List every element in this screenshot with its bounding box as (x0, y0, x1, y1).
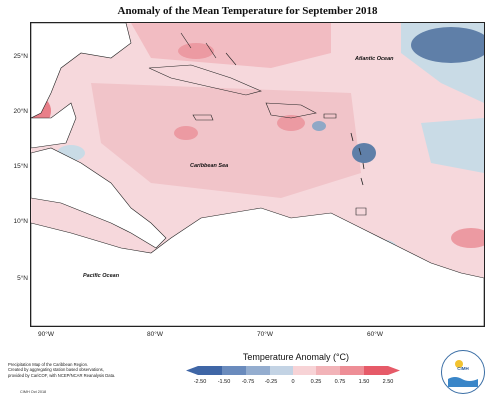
lon-label-80w: 80°W (147, 331, 163, 338)
cool-anomaly-east (421, 118, 484, 173)
label-atlantic-ocean: Atlantic Ocean (355, 56, 394, 62)
land-bahamas (180, 32, 237, 66)
land-yucatan (31, 102, 77, 149)
legend-tick: 0.75 (334, 379, 346, 385)
legend-tick: -0.75 (241, 379, 255, 385)
land-south-america (31, 207, 484, 326)
lat-label-25n: 25°N (13, 53, 28, 60)
land-puerto-rico (323, 113, 337, 119)
footer-line: Precipitation Map of the Caribbean Regio… (8, 362, 89, 367)
lat-label-10n: 10°N (13, 218, 28, 225)
lat-label-5n: 5°N (17, 275, 28, 282)
land-jamaica (192, 114, 214, 121)
cool-anomaly-lesser-antilles (352, 143, 376, 163)
legend-tick: -1.50 (217, 379, 231, 385)
land-central-america (31, 147, 167, 249)
label-caribbean-sea: Caribbean Sea (190, 163, 229, 169)
legend-arrow-right (388, 366, 400, 375)
legend-tick: -0.25 (264, 379, 278, 385)
logo-text: CIMH (457, 366, 469, 371)
land-cuba (148, 64, 262, 96)
legend-arrow-left (186, 366, 198, 375)
land-trinidad (355, 207, 367, 216)
land-hispaniola (265, 102, 317, 119)
footer-credits: Precipitation Map of the Caribbean Regio… (8, 362, 178, 378)
land-lesser-antilles (350, 132, 365, 186)
lon-label-90w: 90°W (38, 331, 54, 338)
legend-title: Temperature Anomaly (°C) (242, 352, 350, 362)
anomaly-map (30, 22, 485, 327)
legend-swatch (270, 366, 293, 375)
map-title: Anomaly of the Mean Temperature for Sept… (117, 5, 378, 17)
legend-swatch (246, 366, 270, 375)
label-pacific-ocean: Pacific Ocean (83, 273, 120, 279)
cimh-logo: CIMH (441, 350, 485, 394)
cool-anomaly-atlantic-core (411, 27, 484, 63)
footer-stamp: CIMH Oct 2018 (20, 390, 47, 394)
warm-anomaly-region-north (131, 23, 331, 68)
legend-swatch (340, 366, 364, 375)
legend-tick: 2.50 (382, 379, 394, 385)
lat-label-20n: 20°N (13, 108, 28, 115)
lat-label-15n: 15°N (13, 163, 28, 170)
logo-wave-icon (448, 377, 478, 387)
legend-swatch (316, 366, 340, 375)
footer-line: Created by aggregating station based obs… (8, 367, 104, 373)
lon-label-60w: 60°W (367, 331, 383, 338)
warm-anomaly-east-edge (451, 228, 484, 248)
map-canvas (31, 23, 484, 326)
logo-emblem (448, 360, 478, 387)
lon-label-70w: 70°W (257, 331, 273, 338)
warm-anomaly-hispaniola (277, 115, 305, 131)
legend-tick: 1.50 (358, 379, 370, 385)
legend-colorbar (186, 366, 400, 375)
legend-swatch (293, 366, 316, 375)
legend-swatch (198, 366, 222, 375)
land-north-america (31, 23, 132, 119)
logo-sun-icon (455, 360, 463, 368)
footer-line: provided by CariCOF, with NCEP/NCAR Rean… (8, 372, 116, 378)
warm-anomaly-jamaica (174, 126, 198, 140)
legend-swatch (364, 366, 388, 375)
warm-anomaly-cuba (178, 43, 214, 59)
cool-anomaly-pr (312, 121, 326, 131)
legend-tick: -2.50 (193, 379, 207, 385)
legend-tick: 0.25 (310, 379, 322, 385)
legend-swatch (222, 366, 246, 375)
warm-anomaly-region-central (91, 83, 361, 198)
legend-tick: 0 (291, 379, 295, 385)
